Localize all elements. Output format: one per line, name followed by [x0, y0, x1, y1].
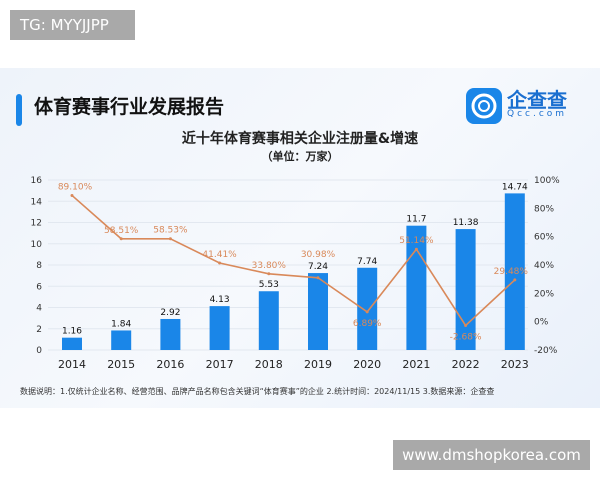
bar [62, 337, 82, 350]
growth-value-label: 6.89% [353, 319, 382, 329]
bar [308, 273, 328, 350]
logo-name: 企查查 [507, 88, 567, 112]
growth-point [513, 278, 517, 282]
bar-value-label: 1.16 [62, 327, 82, 337]
growth-point [267, 272, 271, 276]
y2-tick-label: 0% [534, 318, 549, 328]
growth-value-label: 29.48% [494, 267, 529, 277]
growth-value-label: 58.53% [153, 226, 188, 236]
growth-value-label: 89.10% [58, 182, 93, 192]
bar-value-label: 7.24 [308, 262, 328, 272]
growth-point [168, 237, 172, 241]
footnote: 数据说明：1.仅统计企业名称、经营范围、品牌产品名称包含关键词“体育赛事”的企业… [20, 387, 495, 396]
growth-point [119, 237, 123, 241]
qcc-logo-icon [466, 88, 502, 124]
y2-tick-label: 20% [534, 289, 554, 299]
y-tick-label: 12 [31, 219, 42, 229]
bar [209, 306, 230, 350]
x-tick-label: 2023 [501, 358, 529, 371]
growth-value-label: 30.98% [301, 250, 336, 260]
x-tick-label: 2020 [353, 358, 381, 371]
x-tick-label: 2015 [107, 358, 135, 371]
growth-value-label: 33.80% [252, 261, 287, 271]
y2-tick-label: -20% [534, 346, 558, 356]
bar-value-label: 1.84 [111, 319, 131, 329]
bar [504, 193, 525, 350]
y-tick-label: 4 [36, 304, 42, 314]
report-card: 体育赛事行业发展报告 企查查 Qcc.com 近十年体育赛事相关企业注册量&增速… [0, 68, 600, 408]
watermark-bottom-right: www.dmshopkorea.com [393, 440, 590, 470]
bar-value-label: 14.74 [502, 182, 528, 192]
chart-subtitle: （单位：万家） [261, 150, 339, 163]
y2-tick-label: 100% [534, 176, 560, 186]
growth-point [414, 247, 418, 251]
bar-value-label: 4.13 [210, 295, 230, 305]
x-tick-label: 2016 [156, 358, 184, 371]
y2-tick-label: 60% [534, 233, 554, 243]
bar-value-label: 11.38 [453, 218, 479, 228]
growth-point [70, 193, 74, 197]
bar [357, 267, 378, 350]
growth-point [316, 276, 320, 280]
bar [111, 330, 132, 350]
x-tick-label: 2014 [58, 358, 86, 371]
x-tick-label: 2019 [304, 358, 332, 371]
growth-value-label: -2.68% [450, 332, 482, 342]
x-tick-label: 2021 [402, 358, 430, 371]
chart-title: 近十年体育赛事相关企业注册量&增速 [181, 131, 419, 147]
bar-value-label: 7.74 [357, 257, 377, 267]
y-tick-label: 6 [36, 282, 42, 292]
y-tick-label: 0 [36, 346, 42, 356]
bar-value-label: 2.92 [160, 308, 180, 318]
growth-value-label: 51.14% [399, 236, 434, 246]
x-tick-label: 2022 [452, 358, 480, 371]
watermark-top-left: TG: MYYJJPP [10, 10, 135, 40]
report-title: 体育赛事行业发展报告 [34, 96, 225, 118]
bar [160, 318, 181, 350]
growth-value-label: 58.51% [104, 226, 139, 236]
growth-point [218, 261, 222, 265]
x-tick-label: 2017 [206, 358, 234, 371]
y-tick-label: 8 [36, 261, 42, 271]
growth-value-label: 41.41% [202, 250, 237, 260]
x-tick-label: 2018 [255, 358, 283, 371]
y2-tick-label: 40% [534, 261, 554, 271]
y-tick-label: 14 [31, 197, 43, 207]
title-accent-bar [16, 94, 22, 126]
y2-tick-label: 80% [534, 204, 554, 214]
growth-point [464, 323, 468, 327]
growth-point [365, 310, 369, 314]
growth-line [71, 194, 516, 327]
y-tick-label: 10 [31, 240, 43, 250]
y-tick-label: 16 [31, 176, 43, 186]
logo-domain: Qcc.com [507, 109, 568, 119]
bar [258, 291, 279, 350]
bar-value-label: 11.7 [406, 215, 426, 225]
y-tick-label: 2 [36, 325, 42, 335]
bar-value-label: 5.53 [259, 280, 279, 290]
